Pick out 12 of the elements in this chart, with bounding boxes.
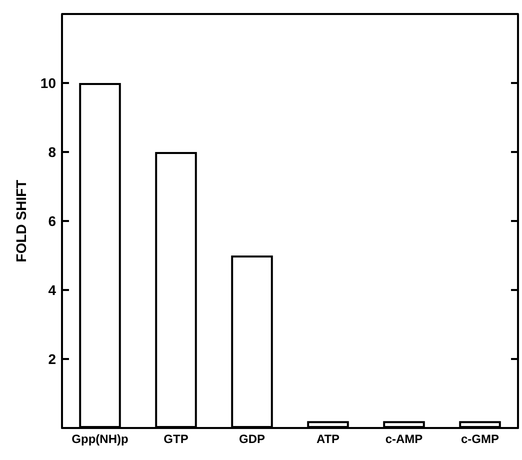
x-tick-label: Gpp(NH)p	[72, 432, 128, 446]
y-tick-label: 10	[40, 75, 56, 91]
x-tick-label: GTP	[164, 432, 188, 446]
x-tick-label: ATP	[316, 432, 340, 446]
y-tick-label: 4	[48, 282, 56, 298]
x-tick-label: c-AMP	[385, 432, 423, 446]
x-tick-label: GDP	[238, 432, 266, 446]
y-tick-label: 2	[48, 351, 56, 367]
y-axis-title: FOLD SHIFT	[13, 179, 29, 262]
y-tick-label: 6	[48, 213, 56, 229]
x-tick-label: c-GMP	[460, 432, 500, 446]
y-tick-label: 8	[48, 144, 56, 160]
